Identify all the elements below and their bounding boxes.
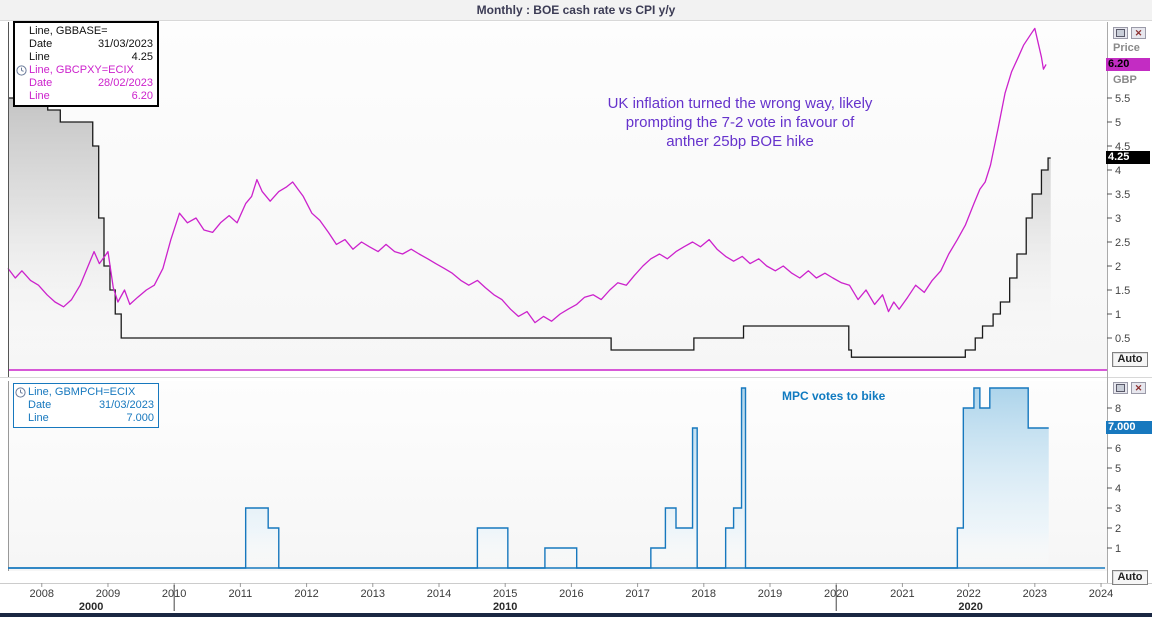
year-label: 2023 bbox=[1023, 588, 1047, 600]
y-tick-label: 2 bbox=[1115, 261, 1121, 273]
y-tick-label: 5.5 bbox=[1115, 93, 1130, 105]
window-bottom-edge bbox=[0, 613, 1152, 617]
top-panel-bg bbox=[8, 22, 1107, 370]
rate-last-value-badge: 4.25 bbox=[1106, 151, 1150, 164]
bottom-panel-bg bbox=[8, 381, 1107, 571]
legend-line-label: Line bbox=[29, 90, 50, 103]
legend-line-value: 7.000 bbox=[126, 412, 154, 425]
restore-icon[interactable] bbox=[1113, 27, 1128, 39]
y-tick-label: 5 bbox=[1115, 463, 1121, 475]
auto-scale-button-bottom[interactable]: Auto bbox=[1112, 570, 1148, 585]
clock-icon bbox=[15, 387, 26, 402]
y-tick-label: 3 bbox=[1115, 503, 1121, 515]
legend-date-label: Date bbox=[29, 38, 52, 51]
year-label: 2021 bbox=[890, 588, 914, 600]
axis-currency-label: GBP bbox=[1113, 74, 1151, 86]
legend-line-label: Line bbox=[29, 51, 50, 64]
legend-line-value: 6.20 bbox=[132, 90, 153, 103]
decade-label: 2000 bbox=[79, 601, 103, 613]
year-label: 2009 bbox=[96, 588, 120, 600]
year-label: 2008 bbox=[30, 588, 54, 600]
y-tick-label: 8 bbox=[1115, 403, 1121, 415]
year-label: 2022 bbox=[956, 588, 980, 600]
legend-date-value: 31/03/2023 bbox=[99, 399, 154, 412]
legend-date-label: Date bbox=[29, 77, 52, 90]
top-panel-window-buttons: ✕ bbox=[1113, 27, 1146, 39]
year-label: 2012 bbox=[294, 588, 318, 600]
axis-price-label: Price bbox=[1113, 42, 1151, 54]
y-tick-label: 1 bbox=[1115, 309, 1121, 321]
y-tick-label: 5 bbox=[1115, 117, 1121, 129]
mpc-last-value-badge: 7.000 bbox=[1106, 421, 1152, 434]
legend-series-name: Line, GBMPCH=ECIX bbox=[28, 386, 135, 399]
chart-application: Monthly : BOE cash rate vs CPI y/y 0.5 1 1… bbox=[0, 0, 1152, 617]
y-tick-label: 3.5 bbox=[1115, 189, 1130, 201]
year-label: 2013 bbox=[361, 588, 385, 600]
y-tick-label: 6 bbox=[1115, 443, 1121, 455]
decade-label: 2010 bbox=[493, 601, 517, 613]
annotation-inflation-note[interactable]: UK inflation turned the wrong way, likel… bbox=[565, 94, 915, 151]
close-icon[interactable]: ✕ bbox=[1131, 382, 1146, 394]
legend-line-value: 4.25 bbox=[132, 51, 153, 64]
decade-label: 2020 bbox=[958, 601, 982, 613]
year-label: 2015 bbox=[493, 588, 517, 600]
chart-title-bar: Monthly : BOE cash rate vs CPI y/y bbox=[0, 0, 1152, 21]
year-label: 2019 bbox=[758, 588, 782, 600]
year-label: 2014 bbox=[427, 588, 451, 600]
year-label: 2017 bbox=[625, 588, 649, 600]
year-label: 2024 bbox=[1089, 588, 1113, 600]
legend-series-name: Line, GBCPXY=ECIX bbox=[29, 64, 134, 77]
y-tick-label: 1 bbox=[1115, 543, 1121, 555]
cpi-last-value-badge: 6.20 bbox=[1106, 58, 1150, 71]
year-label: 2011 bbox=[229, 588, 253, 600]
bottom-panel-window-buttons: ✕ bbox=[1113, 382, 1146, 394]
auto-scale-button-top[interactable]: Auto bbox=[1112, 352, 1148, 367]
y-tick-label: 4 bbox=[1115, 483, 1121, 495]
y-tick-label: 0.5 bbox=[1115, 333, 1130, 345]
legend-series-name: Line, GBBASE= bbox=[29, 25, 108, 38]
legend-date-value: 31/03/2023 bbox=[98, 38, 153, 51]
close-icon[interactable]: ✕ bbox=[1131, 27, 1146, 39]
year-label: 2018 bbox=[692, 588, 716, 600]
legend-line-label: Line bbox=[28, 412, 49, 425]
legend-date-value: 28/02/2023 bbox=[98, 77, 153, 90]
legend-date-label: Date bbox=[28, 399, 51, 412]
restore-icon[interactable] bbox=[1113, 382, 1128, 394]
legend-box-top[interactable]: Line, GBBASE= Date 31/03/2023 Line 4.25 Li… bbox=[13, 21, 159, 107]
y-tick-label: 4 bbox=[1115, 165, 1121, 177]
legend-box-bottom[interactable]: Line, GBMPCH=ECIX Date 31/03/2023 Line 7.0… bbox=[13, 383, 159, 428]
y-tick-label: 2.5 bbox=[1115, 237, 1130, 249]
year-label: 2016 bbox=[559, 588, 583, 600]
chart-title: Monthly : BOE cash rate vs CPI y/y bbox=[477, 3, 676, 17]
y-tick-label: 1.5 bbox=[1115, 285, 1130, 297]
y-tick-label: 3 bbox=[1115, 213, 1121, 225]
annotation-mpc-votes[interactable]: MPC votes to bike bbox=[782, 389, 885, 403]
clock-icon bbox=[16, 65, 27, 80]
y-tick-label: 2 bbox=[1115, 523, 1121, 535]
